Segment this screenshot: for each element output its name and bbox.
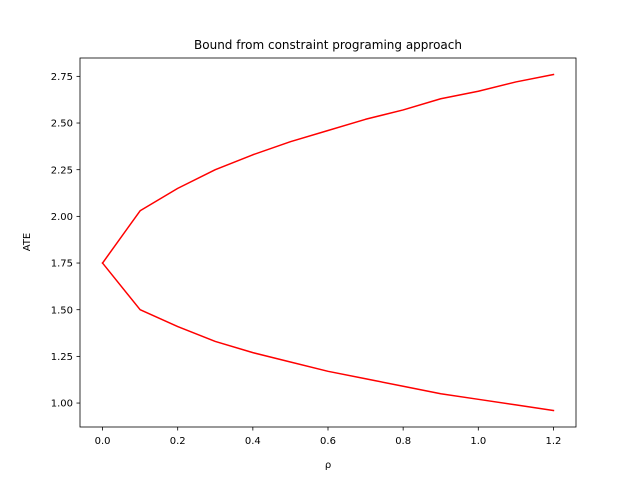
plot-area: 0.0 0.2 0.4 0.6 0.8 1.0 1.2 1.00 1.25 1.50 1.75 2.0… [51,57,577,447]
y-tick-label: 2.00 [51,212,73,223]
series-line-2 [101,261,555,412]
y-tick-label: 1.75 [51,259,73,270]
y-tick-label: 1.00 [51,399,73,410]
x-axis-label: ρ [325,460,331,471]
x-tick-label: 0.2 [170,436,186,447]
x-tick-label: 0.8 [395,436,411,447]
chart-title: Bound from constraint programing approac… [194,38,462,52]
y-axis-label: ATE [22,233,33,252]
x-tick-label: 0.0 [95,436,111,447]
x-tick-label: 0.4 [245,436,261,447]
x-tick-label: 1.2 [546,436,562,447]
y-tick-label: 2.25 [51,165,73,176]
y-tick-label: 1.25 [51,352,73,363]
y-tick-label: 2.50 [51,119,73,130]
y-tick-label: 1.50 [51,305,73,316]
y-tick-label: 2.75 [51,72,73,83]
series-line-1 [101,73,555,265]
x-tick-label: 0.6 [320,436,336,447]
x-tick-label: 1.0 [470,436,486,447]
